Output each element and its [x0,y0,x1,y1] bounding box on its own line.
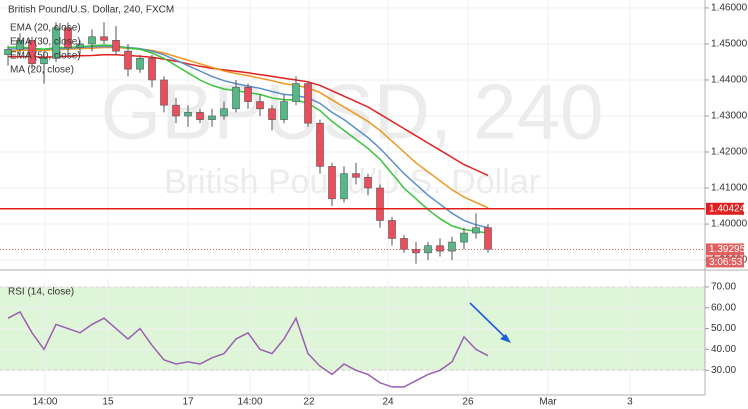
moving-average-line [7,46,489,209]
candle-body [364,176,372,189]
x-tick-label: 14:00 [32,397,57,408]
x-tick-label: 14:00 [238,397,263,408]
candle-body [424,245,432,254]
candle-body [376,187,384,221]
y-tick-label: 1.44000 [711,75,748,86]
candle-body [436,245,444,252]
candle-body [232,86,240,110]
candle-body [484,227,492,250]
candle-body [268,108,276,120]
price-tag-label: 1.40424 [709,203,746,214]
candle-body [196,112,204,120]
y-tick-label: 1.43000 [711,111,748,122]
price-tag-label: 1.39295 [709,244,746,255]
legend-entry: EMA (30, close) [10,37,81,48]
candle-body [4,49,12,56]
candle-body [40,58,48,65]
rsi-line [7,310,489,388]
price-tag [706,202,744,215]
candle-body [52,27,60,59]
panel-title: RSI (14, close) [8,287,74,298]
annotation-arrow [469,302,509,341]
candle-body [388,220,396,239]
candle-body [100,36,108,41]
candle-body [352,173,360,178]
candle-body [136,58,144,70]
candle-body [280,101,288,120]
x-tick-label: 22 [303,397,315,408]
annotation-arrow-head [500,334,511,343]
candle-body [256,101,264,110]
y-tick-label: 1.46000 [711,3,748,14]
candle-body [472,227,480,234]
candle-body [460,232,468,243]
countdown: 3:06:53 [709,257,743,268]
candle-body [292,83,300,102]
candle-body [412,248,420,254]
candle-body [124,50,132,70]
countdown-tag [706,256,744,268]
candle-body [160,79,168,106]
candle-body [220,108,228,117]
candle-body [88,36,96,45]
y-tick-label: 1.40000 [711,219,748,230]
y-tick-label: 70.00 [711,282,736,293]
legend-entry: EMA (50, close) [10,51,81,62]
chart-title: British Pound/U.S. Dollar, 240, FXCM [8,5,174,16]
price-tag [706,243,744,256]
x-tick-label: 17 [182,397,194,408]
candle-body [28,40,36,65]
x-tick-label: 24 [382,397,394,408]
candle-body [76,43,84,48]
y-tick-label: 30.00 [711,365,736,376]
x-tick-label: 15 [102,397,114,408]
candle-body [112,40,120,52]
candle-body [400,238,408,250]
candle-body [172,104,180,117]
x-tick-label: Mar [539,397,557,408]
candle-body [448,241,456,252]
y-tick-label: 1.42000 [711,147,748,158]
candle-body [304,83,312,124]
y-tick-label: 40.00 [711,344,736,355]
legend-entry: EMA (20, close) [10,23,81,34]
candle-body [64,27,72,48]
candle-body [148,58,156,81]
x-tick-label: 3 [627,397,633,408]
candle-body [208,115,216,120]
y-tick-label: 60.00 [711,302,736,313]
y-tick-label: 1.45000 [711,39,748,50]
candle-body [16,40,24,50]
candle-body [184,112,192,117]
watermark-subtitle: British Pound/U.S. Dollar [164,163,540,201]
x-tick-label: 26 [462,397,474,408]
y-tick-label: 1.41000 [711,183,748,194]
legend-entry: MA (20, close) [10,65,74,76]
candle-body [340,173,348,200]
candle-body [328,166,336,200]
y-tick-label: 50.00 [711,323,736,334]
candle-body [316,122,324,167]
moving-average-line [8,54,489,177]
candle-body [244,86,252,102]
